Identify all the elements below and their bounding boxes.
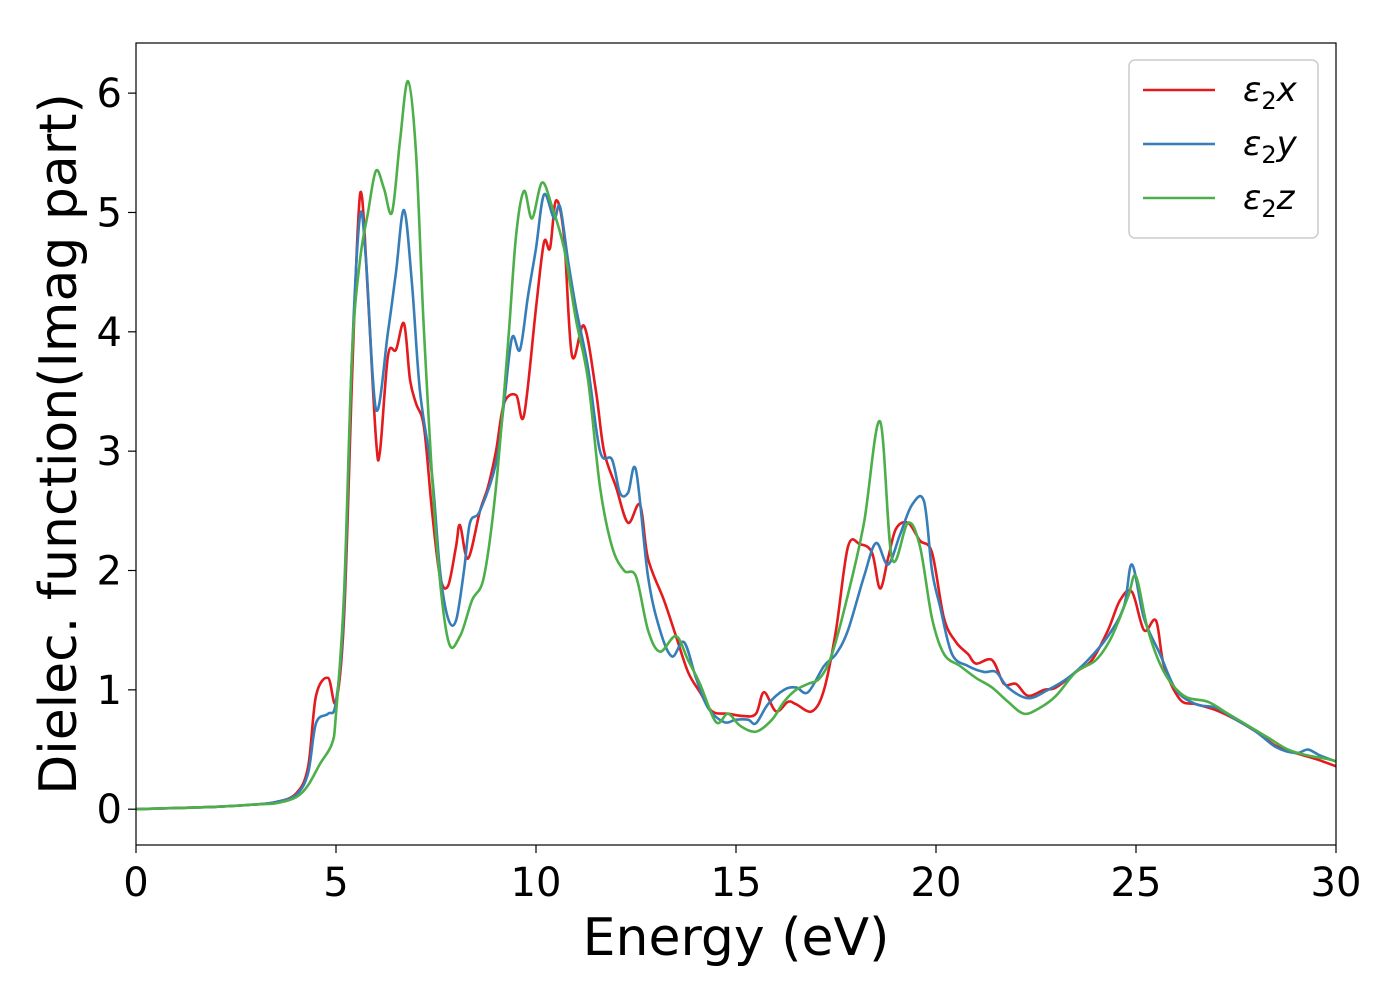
legend-label-y: ε2y [1243, 124, 1298, 169]
x-tick-label: 15 [711, 860, 762, 906]
y-tick-label: 1 [97, 668, 122, 714]
y-axis-ticks: 0 1 2 3 4 5 6 [97, 71, 136, 833]
y-tick-label: 2 [97, 549, 122, 595]
legend-label-z: ε2z [1243, 178, 1296, 223]
x-axis-title: Energy (eV) [583, 908, 890, 968]
series-lines [136, 79, 1336, 811]
y-axis-title: Dielec. function(Imag part) [29, 93, 89, 795]
x-tick-label: 5 [323, 860, 348, 906]
series-line-x [136, 190, 1336, 811]
y-tick-label: 0 [97, 787, 122, 833]
y-tick-label: 4 [97, 310, 122, 356]
legend: ε2x ε2y ε2z [1128, 59, 1319, 239]
series-line-z [136, 79, 1336, 811]
x-tick-label: 10 [511, 860, 562, 906]
x-tick-label: 25 [1111, 860, 1162, 906]
x-tick-label: 0 [123, 860, 148, 906]
legend-label-x: ε2x [1243, 70, 1298, 115]
x-tick-label: 20 [911, 860, 962, 906]
legend-box [1128, 59, 1319, 239]
y-tick-label: 3 [97, 429, 122, 475]
x-axis-ticks: 0 5 10 15 20 25 30 [123, 845, 1361, 906]
y-tick-label: 5 [97, 190, 122, 236]
series-line-y [136, 192, 1336, 811]
x-tick-label: 30 [1311, 860, 1362, 906]
y-tick-label: 6 [97, 71, 122, 117]
